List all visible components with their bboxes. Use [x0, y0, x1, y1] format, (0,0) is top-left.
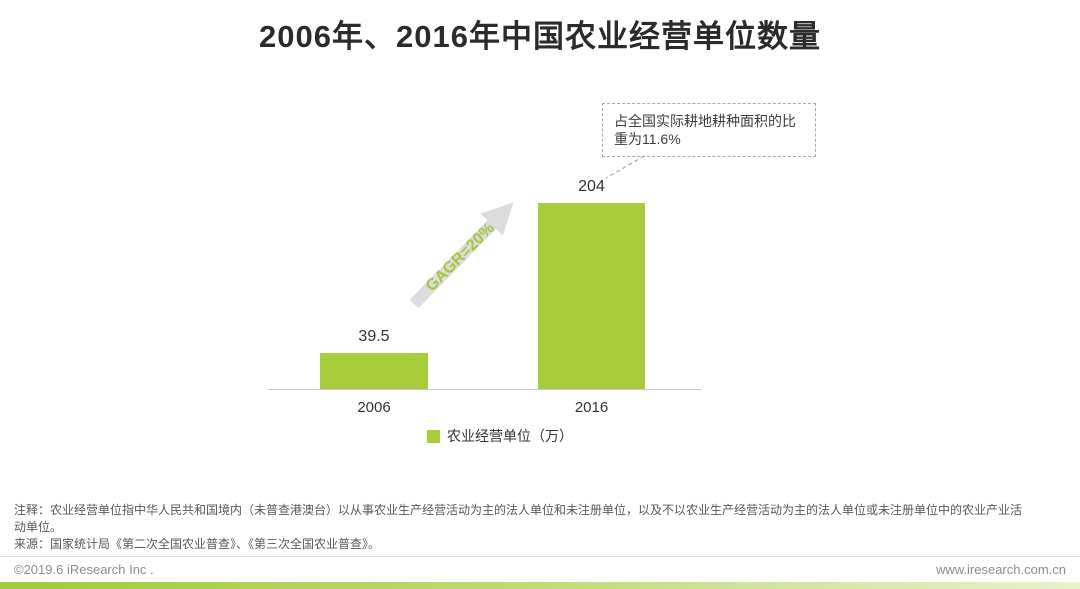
bar-chart: 39.5 204	[268, 178, 701, 390]
bar-group-2006: 39.5	[320, 328, 428, 389]
footnotes: 注释：农业经营单位指中华人民共和国境内（未普查港澳台）以从事农业生产经营活动为主…	[14, 502, 1026, 553]
footer-bar: ©2019.6 iResearch Inc . www.iresearch.co…	[14, 562, 1066, 577]
bottom-accent-bar	[0, 582, 1080, 589]
bar-fill-2006	[320, 353, 428, 389]
bar-value-2006: 39.5	[358, 328, 390, 345]
bar-group-2016: 204	[538, 178, 645, 389]
legend-swatch	[427, 429, 440, 443]
legend: 农业经营单位（万）	[427, 426, 573, 446]
copyright-text: ©2019.6 iResearch Inc .	[14, 562, 154, 577]
legend-label: 农业经营单位（万）	[447, 428, 573, 444]
x-axis-label-2016: 2016	[574, 399, 609, 416]
source-text: 来源：国家统计局《第二次全国农业普查》、《第三次全国农业普查》。	[14, 537, 381, 551]
bar-value-2016: 204	[578, 178, 605, 195]
bar-fill-2016	[538, 203, 645, 389]
x-axis-label-2006: 2006	[357, 399, 391, 416]
footer-divider	[0, 556, 1080, 557]
callout-box: 占全国实际耕地耕种面积的比重为11.6%	[602, 103, 816, 157]
callout-connector-line	[605, 155, 645, 179]
callout-text: 占全国实际耕地耕种面积的比重为11.6%	[614, 113, 796, 147]
note-text: 注释：农业经营单位指中华人民共和国境内（未普查港澳台）以从事农业生产经营活动为主…	[14, 503, 1023, 534]
chart-title: 2006年、2016年中国农业经营单位数量	[259, 19, 821, 54]
website-link[interactable]: www.iresearch.com.cn	[935, 562, 1066, 577]
